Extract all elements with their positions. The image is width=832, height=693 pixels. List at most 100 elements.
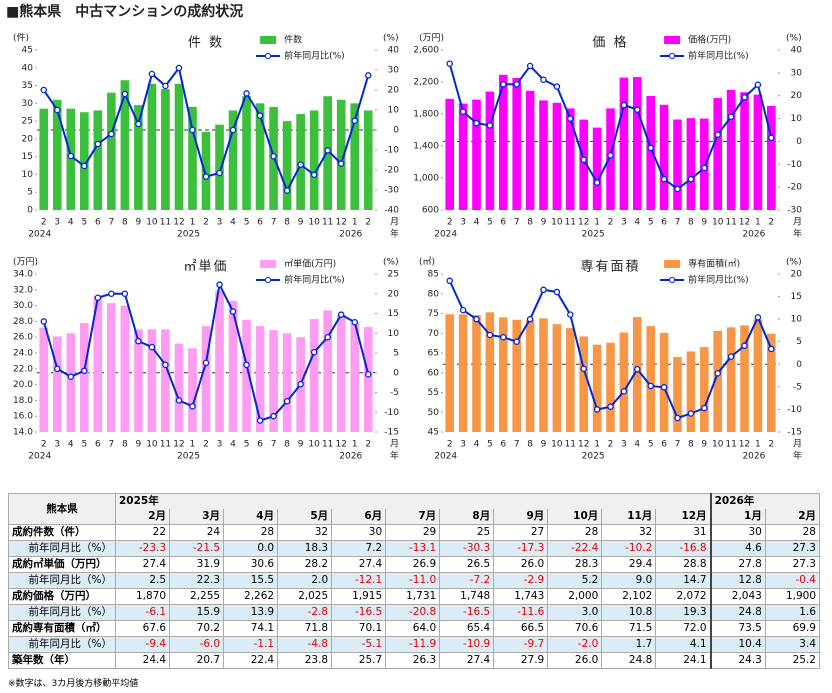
y2-tick-label: -20 — [384, 166, 399, 176]
y2-tick-label: 30 — [388, 66, 400, 76]
y-tick-label: 0 — [27, 206, 33, 216]
year-label: 2024 — [28, 230, 51, 240]
table-cell: 23.8 — [277, 652, 333, 669]
bar — [445, 314, 454, 432]
table-cell: 12.8 — [709, 572, 766, 589]
line-marker — [754, 314, 762, 321]
month-header: 2月 — [114, 509, 171, 525]
bar — [512, 78, 521, 210]
y-unit: (万円) — [13, 257, 38, 268]
x-tick-label: 2 — [608, 218, 614, 228]
table-cell: 15.9 — [169, 604, 225, 621]
bar — [363, 326, 373, 432]
y2-tick-label: -10 — [787, 405, 802, 415]
x-tick-label: 2 — [365, 440, 371, 450]
line-marker — [727, 353, 735, 360]
x-tick-label: 2 — [608, 440, 614, 450]
line-marker — [674, 185, 681, 193]
line-marker — [620, 101, 628, 109]
x-tick-label: 5 — [244, 218, 250, 228]
line-marker — [324, 147, 331, 154]
x-tick-label: 11 — [160, 440, 171, 450]
line-marker — [526, 315, 534, 323]
x-tick-label: 6 — [257, 440, 263, 450]
line-marker — [741, 94, 748, 101]
table-cell: 65.4 — [439, 620, 495, 637]
bar — [93, 110, 103, 210]
row-label: 前年同月比（%） — [8, 636, 116, 653]
x-tick-label: 7 — [108, 218, 114, 228]
y-tick-label: 60 — [428, 368, 440, 378]
table-cell: -5.1 — [331, 636, 387, 653]
bar — [188, 106, 197, 210]
y2-tick-label: 10 — [388, 106, 400, 116]
x-tick-label: 1 — [190, 218, 196, 228]
y2-tick-label: -5 — [793, 382, 802, 392]
y-tick-label: 600 — [422, 206, 439, 216]
table-cell: 69.9 — [764, 620, 821, 637]
month-header: 11月 — [601, 509, 657, 525]
x-tick-label: 4 — [230, 218, 236, 228]
table-cell: 26.0 — [547, 652, 603, 669]
table-row: 築年数（年） 24.4 20.7 22.4 23.8 25.7 26.3 27.4 27.9 26… — [8, 652, 821, 669]
x-tick-label: 12 — [578, 440, 589, 450]
x-tick-label: 4 — [634, 218, 640, 228]
line-marker — [647, 144, 654, 152]
table-cell: 30 — [709, 524, 766, 541]
line-marker — [647, 382, 654, 390]
x-tick-label: 4 — [474, 218, 480, 228]
x-tick-label: 6 — [95, 218, 101, 228]
y2-unit: (%) — [383, 34, 399, 44]
x-tick-label: 10 — [308, 440, 320, 450]
chart-title: 専有面積 — [580, 260, 640, 275]
line-marker — [500, 333, 507, 341]
line-marker — [135, 120, 142, 128]
bar — [350, 103, 360, 210]
table-cell: -1.1 — [223, 636, 279, 653]
legend-marker — [669, 276, 676, 284]
bar — [458, 103, 468, 210]
y2-tick-label: -20 — [787, 183, 802, 193]
line-marker — [620, 388, 628, 395]
y2-tick-label: 0 — [393, 126, 399, 136]
table-cell: -30.3 — [439, 540, 495, 557]
bar — [161, 89, 170, 210]
footnote: ※数字は、3カ月後方移動平均値 — [8, 679, 139, 689]
x-tick-label: 2 — [203, 440, 209, 450]
legend-swatch — [260, 260, 277, 268]
line-marker — [189, 403, 196, 410]
table-cell: 27.3 — [764, 556, 821, 573]
legend-swatch — [260, 36, 277, 44]
y2-tick-label: -40 — [384, 206, 399, 216]
bar — [726, 89, 736, 210]
bar — [499, 74, 508, 210]
table-cell: 26.9 — [385, 556, 441, 573]
line-marker — [687, 175, 695, 183]
table-cell: 31.9 — [169, 556, 225, 573]
y2-tick-label: 10 — [791, 315, 803, 325]
bar — [174, 83, 184, 210]
table-cell: 28 — [764, 524, 821, 541]
y-tick-label: 10 — [22, 170, 34, 180]
legend-label: 専有面積(㎡) — [688, 258, 740, 270]
x-unit: 月 — [390, 217, 399, 228]
y-tick-label: 5 — [27, 188, 33, 198]
bar — [740, 92, 749, 210]
y2-tick-label: 0 — [796, 137, 802, 147]
table-cell: -0.4 — [764, 572, 821, 589]
x-tick-label: 6 — [661, 440, 667, 450]
table-cell: -7.2 — [439, 572, 495, 589]
line-marker — [243, 90, 250, 97]
table-cell: -23.3 — [114, 540, 171, 557]
bar — [52, 336, 62, 432]
x-unit: 年 — [793, 450, 802, 462]
table-cell: 4.6 — [709, 540, 766, 557]
bar — [726, 327, 736, 432]
x-tick-label: 2 — [447, 440, 453, 450]
y-unit: (万円) — [419, 33, 444, 44]
bar — [606, 108, 615, 210]
x-tick-label: 8 — [527, 218, 533, 228]
line-marker — [40, 86, 48, 94]
table-cell: 20.7 — [169, 652, 225, 669]
line-marker — [607, 403, 614, 410]
